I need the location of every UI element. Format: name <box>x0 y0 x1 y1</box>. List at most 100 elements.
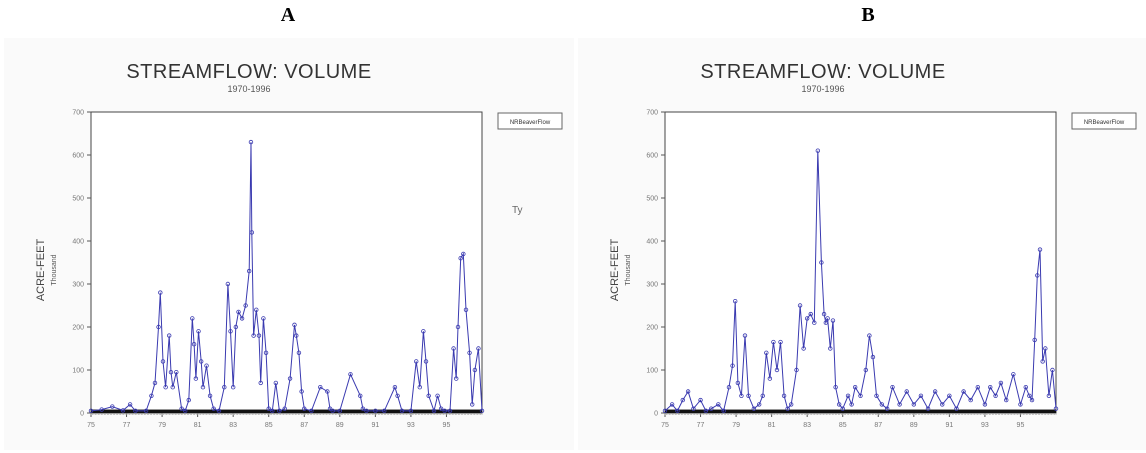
data-point <box>431 408 437 414</box>
data-point <box>200 385 206 390</box>
data-point <box>988 385 993 390</box>
data-point <box>120 408 126 413</box>
y-tick-label: 700 <box>72 110 84 117</box>
data-point <box>961 389 966 394</box>
data-point <box>302 406 307 411</box>
data-point <box>198 359 204 364</box>
data-point <box>764 350 769 355</box>
data-point <box>721 408 726 414</box>
data-point <box>263 350 269 355</box>
x-tick-label: 83 <box>803 422 811 429</box>
data-point <box>318 385 323 390</box>
data-point <box>1004 397 1009 403</box>
y-tick-label: 300 <box>72 282 84 289</box>
data-point <box>1043 346 1048 351</box>
data-point <box>325 389 330 394</box>
legend: NRBeaverFlow <box>497 112 563 130</box>
chart-panel-a: STREAMFLOW: VOLUME 1970-1996 ACRE-FEET T… <box>4 38 574 450</box>
data-point <box>163 385 168 390</box>
data-point <box>726 385 732 390</box>
data-point <box>703 408 709 414</box>
data-point <box>742 333 748 338</box>
legend-entry: NRBeaverFlow <box>1084 120 1125 126</box>
data-point <box>348 372 353 377</box>
data-point <box>1027 393 1032 398</box>
x-tick-label: 75 <box>87 422 95 429</box>
data-point <box>254 307 259 312</box>
data-point <box>1023 385 1028 390</box>
data-point <box>399 408 405 414</box>
data-point <box>287 376 293 381</box>
data-point <box>785 406 790 411</box>
data-point <box>451 346 456 351</box>
y-tick-label: 300 <box>646 282 658 289</box>
y-tick-label: 500 <box>72 196 84 203</box>
data-point <box>897 402 902 407</box>
data-point <box>133 408 138 414</box>
data-point <box>395 393 400 398</box>
data-point <box>207 393 213 398</box>
data-point <box>968 397 973 403</box>
data-point <box>940 402 945 407</box>
data-point <box>149 393 154 398</box>
data-point <box>230 385 236 390</box>
data-point <box>228 329 233 334</box>
data-point <box>890 385 895 390</box>
data-point <box>756 402 762 407</box>
data-point <box>170 385 175 390</box>
data-point <box>470 402 475 407</box>
data-point <box>455 324 461 330</box>
data-point <box>211 406 216 411</box>
data-point <box>294 333 299 338</box>
data-point <box>127 402 133 407</box>
data-point <box>823 320 829 325</box>
data-point <box>447 408 453 414</box>
data-point <box>794 367 799 373</box>
data-point <box>781 393 787 398</box>
plot-frame <box>90 111 483 414</box>
data-point <box>299 389 304 394</box>
x-tick-label: 77 <box>697 422 705 429</box>
y-tick-label: 100 <box>72 368 84 375</box>
data-point <box>691 406 696 411</box>
y-axis-unit: Thousand <box>51 254 58 285</box>
y-tick-label: 500 <box>646 196 658 203</box>
data-point <box>179 406 184 411</box>
data-point <box>998 380 1004 386</box>
y-tick-label: 200 <box>72 325 84 332</box>
data-point <box>739 393 744 398</box>
data-point <box>675 408 680 414</box>
y-tick-label: 600 <box>646 153 658 160</box>
data-point <box>246 268 252 274</box>
data-point <box>680 397 685 403</box>
data-point <box>698 397 703 403</box>
plot-area: 0 100 200 300 400 500 600 700 75 77 79 81 83 85 87 89 91… <box>646 110 1059 429</box>
data-point <box>236 309 241 315</box>
data-point <box>426 393 431 398</box>
data-point <box>256 333 262 338</box>
legend-box <box>497 112 563 130</box>
x-tick-label: 77 <box>123 422 131 429</box>
data-point <box>261 316 266 321</box>
data-point <box>879 402 885 407</box>
data-point <box>239 316 245 321</box>
data-point <box>222 385 227 390</box>
data-point <box>364 408 369 414</box>
data-point <box>874 393 879 398</box>
data-point <box>190 316 195 321</box>
legend-box <box>1071 112 1137 130</box>
data-point <box>330 408 335 414</box>
data-point <box>836 402 842 407</box>
x-tick-label: 93 <box>407 422 415 429</box>
data-point <box>273 380 279 386</box>
x-tick-label: 87 <box>300 422 308 429</box>
series-line <box>90 142 483 413</box>
data-point <box>767 376 773 381</box>
data-point <box>863 367 869 373</box>
x-tick-label: 81 <box>768 422 776 429</box>
data-point <box>1035 273 1040 278</box>
data-point <box>467 350 472 355</box>
data-point <box>1046 393 1052 398</box>
data-point <box>435 393 440 398</box>
data-point <box>174 369 179 375</box>
